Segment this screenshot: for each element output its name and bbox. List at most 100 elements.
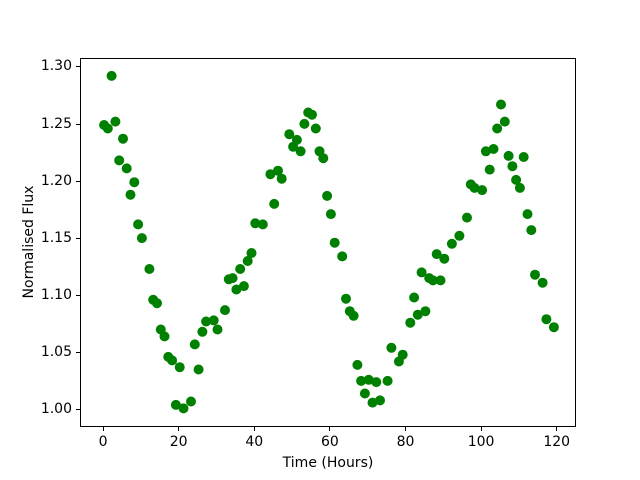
x-tick-label: 60 bbox=[320, 434, 339, 450]
data-point bbox=[238, 281, 249, 292]
data-point bbox=[118, 133, 128, 144]
data-point bbox=[352, 359, 363, 370]
data-point bbox=[367, 397, 378, 408]
y-tick-label: 1.15 bbox=[40, 229, 72, 246]
y-tick-mark bbox=[76, 409, 80, 411]
x-tick-label: 100 bbox=[467, 434, 495, 450]
data-point bbox=[102, 123, 113, 134]
data-point bbox=[125, 189, 136, 200]
data-point bbox=[291, 134, 302, 145]
data-point bbox=[412, 309, 423, 320]
data-point bbox=[511, 174, 522, 185]
y-tick-label: 1.10 bbox=[40, 286, 72, 303]
data-point bbox=[189, 339, 200, 350]
scatter-points-layer bbox=[99, 70, 559, 414]
x-tick-mark bbox=[405, 427, 406, 431]
y-tick-mark bbox=[76, 123, 80, 125]
data-point bbox=[382, 375, 393, 386]
data-point bbox=[276, 173, 287, 184]
data-point bbox=[152, 298, 162, 309]
data-point bbox=[420, 306, 431, 317]
data-point bbox=[541, 314, 552, 325]
y-tick-mark bbox=[76, 180, 80, 182]
data-point bbox=[129, 177, 140, 188]
data-point bbox=[405, 317, 416, 328]
data-point bbox=[341, 293, 351, 304]
data-point bbox=[242, 256, 253, 266]
data-point bbox=[507, 161, 518, 172]
data-point bbox=[446, 238, 457, 249]
y-axis-label: Normalised Flux bbox=[21, 185, 37, 299]
data-point bbox=[548, 322, 559, 333]
data-point bbox=[397, 349, 408, 360]
data-point bbox=[273, 165, 283, 176]
data-point bbox=[514, 182, 525, 193]
data-point bbox=[386, 342, 397, 353]
data-point bbox=[325, 209, 336, 220]
data-point bbox=[250, 218, 261, 229]
data-point bbox=[318, 153, 329, 164]
plot-area bbox=[80, 58, 576, 427]
data-point bbox=[246, 248, 257, 258]
y-tick-mark bbox=[76, 352, 80, 353]
data-point bbox=[484, 164, 495, 175]
data-point bbox=[212, 324, 223, 335]
x-axis-label: Time (Hours) bbox=[282, 455, 374, 471]
y-tick-mark bbox=[76, 66, 80, 68]
data-point bbox=[295, 146, 306, 157]
data-point bbox=[159, 331, 170, 342]
data-point bbox=[371, 377, 382, 388]
data-point bbox=[431, 249, 442, 260]
data-point bbox=[499, 116, 510, 127]
data-point bbox=[265, 169, 276, 180]
data-point bbox=[299, 118, 310, 129]
data-point bbox=[496, 99, 506, 110]
x-tick-label: 20 bbox=[169, 434, 188, 450]
data-point bbox=[269, 198, 280, 209]
data-point bbox=[518, 152, 529, 162]
data-point bbox=[439, 253, 450, 264]
x-tick-mark bbox=[102, 427, 104, 431]
data-point bbox=[480, 146, 491, 157]
data-point bbox=[170, 399, 181, 410]
data-point bbox=[231, 284, 242, 295]
data-point bbox=[220, 305, 230, 316]
data-point bbox=[409, 292, 420, 303]
y-tick-label: 1.20 bbox=[40, 172, 72, 189]
y-tick-mark bbox=[76, 237, 80, 239]
x-tick-mark bbox=[253, 427, 255, 431]
data-point bbox=[348, 310, 359, 321]
data-point bbox=[284, 129, 295, 140]
data-point bbox=[167, 355, 178, 366]
data-point bbox=[462, 212, 472, 223]
x-tick-label: 0 bbox=[98, 434, 108, 450]
y-tick-label: 1.00 bbox=[40, 401, 72, 418]
data-point bbox=[503, 150, 514, 161]
data-point bbox=[329, 237, 340, 248]
data-point bbox=[235, 264, 246, 274]
data-point bbox=[174, 362, 185, 373]
data-point bbox=[136, 233, 147, 244]
x-tick-mark bbox=[480, 427, 482, 431]
data-point bbox=[110, 116, 121, 127]
data-point bbox=[363, 374, 374, 385]
data-point bbox=[178, 403, 189, 414]
data-point bbox=[526, 225, 537, 236]
x-tick-mark bbox=[556, 427, 558, 431]
x-tick-mark bbox=[178, 427, 180, 431]
x-tick-label: 40 bbox=[245, 434, 264, 450]
data-point bbox=[106, 70, 117, 81]
data-point bbox=[416, 267, 427, 278]
data-point bbox=[537, 277, 548, 288]
y-tick-label: 1.05 bbox=[40, 344, 72, 360]
data-point bbox=[307, 109, 317, 120]
data-point bbox=[257, 219, 268, 230]
data-point bbox=[201, 316, 212, 327]
data-point bbox=[227, 273, 238, 284]
data-point bbox=[530, 269, 540, 280]
y-tick-mark bbox=[76, 294, 80, 296]
data-point bbox=[522, 209, 533, 220]
data-point bbox=[208, 315, 219, 326]
data-point bbox=[197, 326, 208, 337]
y-tick-label: 1.30 bbox=[40, 58, 72, 75]
